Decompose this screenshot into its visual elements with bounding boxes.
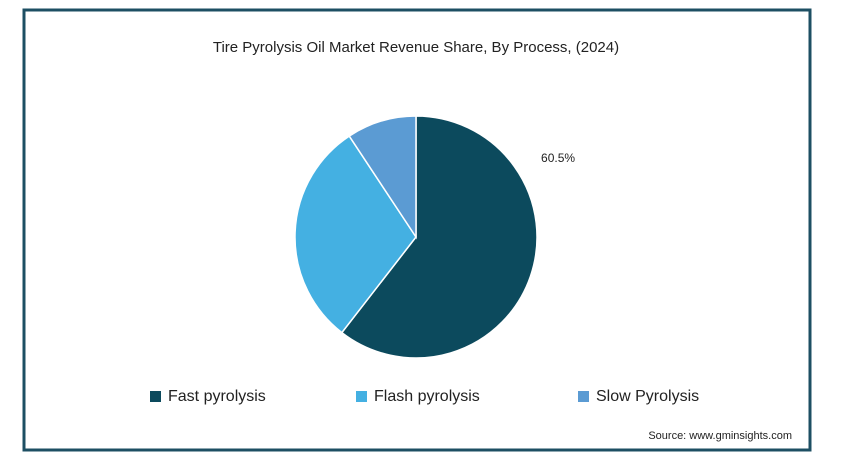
legend-label: Slow Pyrolysis [596, 388, 699, 405]
pie-slice [340, 115, 538, 359]
chart-title: Tire Pyrolysis Oil Market Revenue Share,… [213, 39, 619, 56]
legend-swatch [356, 391, 367, 402]
pie-slice [348, 115, 417, 240]
source-note: Source: www.gminsights.com [648, 430, 792, 442]
legend-swatch [578, 391, 589, 402]
legend-swatch [150, 391, 161, 402]
data-label: 60.5% [541, 151, 575, 165]
legend-label: Flash pyrolysis [374, 388, 480, 405]
legend-label: Fast pyrolysis [168, 388, 266, 405]
pie-slice [294, 135, 417, 334]
